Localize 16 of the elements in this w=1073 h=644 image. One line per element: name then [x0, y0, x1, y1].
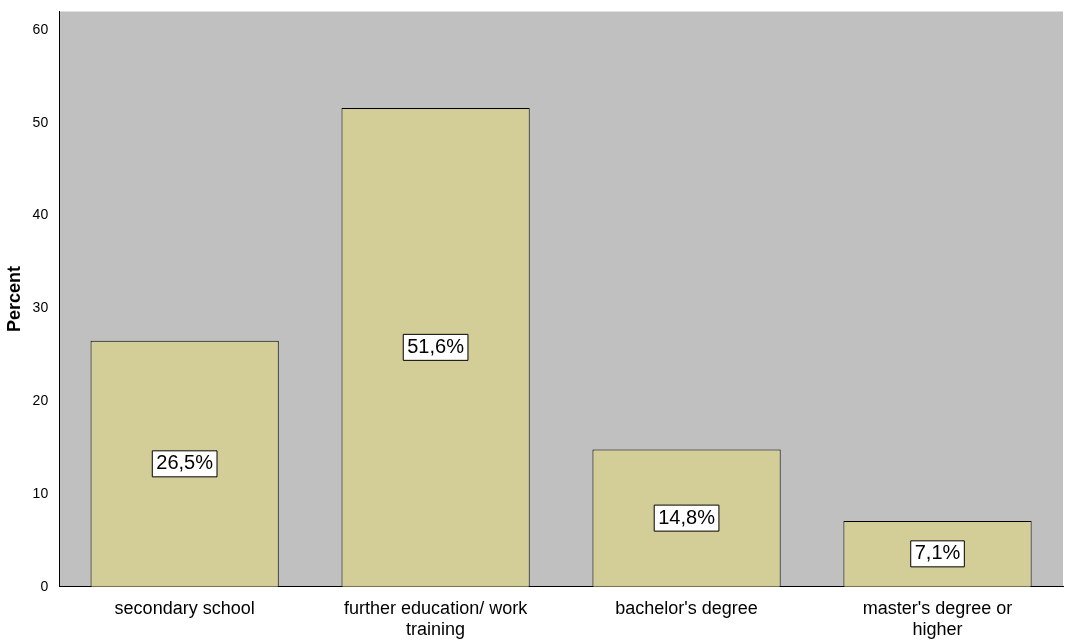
data-label: 7,1%	[914, 541, 961, 564]
data-label: 14,8%	[658, 505, 716, 528]
x-tick-label: secondary school	[114, 597, 255, 618]
y-tick-label: 20	[32, 392, 49, 409]
x-tick-label: master's degree or higher	[862, 597, 1013, 640]
x-tick-label: bachelor's degree	[615, 597, 758, 618]
y-tick-label: 60	[32, 20, 49, 37]
y-tick-label: 50	[32, 113, 49, 130]
data-label: 26,5%	[156, 451, 214, 474]
y-axis-title: Percent	[3, 266, 24, 333]
y-tick-label: 10	[32, 484, 49, 501]
x-tick-label: further education/ work training	[344, 597, 529, 640]
y-tick-label: 30	[32, 299, 49, 316]
data-label: 51,6%	[407, 334, 465, 357]
y-tick-label: 0	[40, 577, 49, 594]
y-tick-label: 40	[32, 206, 49, 223]
